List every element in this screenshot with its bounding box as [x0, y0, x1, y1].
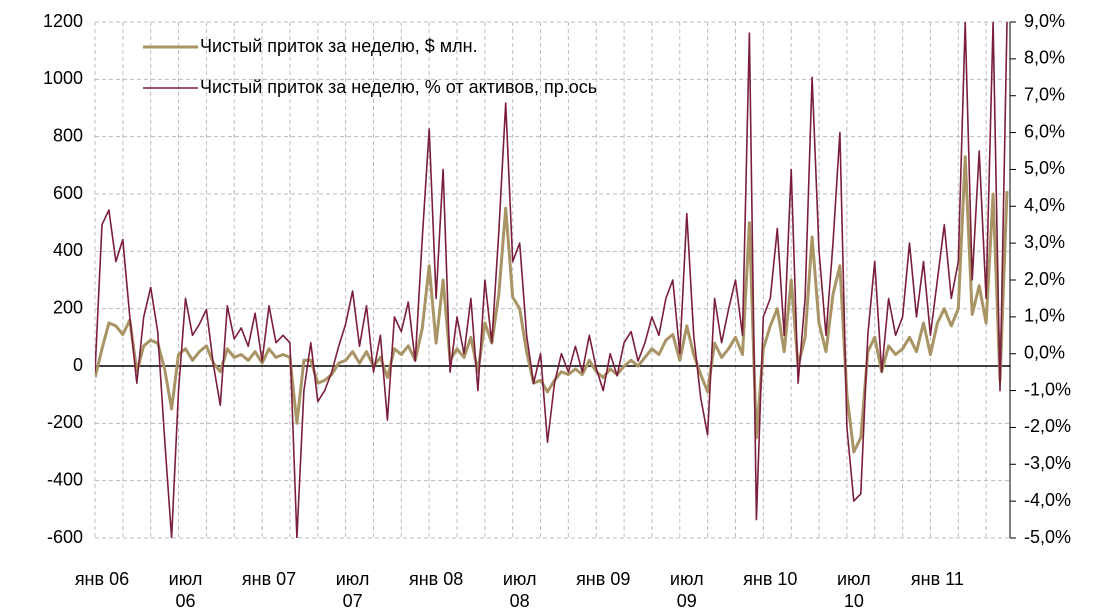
y2-tick-label: 3,0%	[1024, 232, 1065, 252]
x-tick-label: янв 10	[743, 569, 798, 589]
y-tick-label: 600	[53, 183, 83, 203]
y2-tick-label: -3,0%	[1024, 453, 1071, 473]
y2-tick-label: 5,0%	[1024, 158, 1065, 178]
y-tick-label: 1000	[43, 68, 83, 88]
x-tick-label: июл 08	[502, 569, 537, 611]
x-tick-label: июл 07	[335, 569, 370, 611]
y2-tick-label: 0,0%	[1024, 342, 1065, 362]
legend-label: Чистый приток за неделю, % от активов, п…	[200, 77, 597, 97]
x-tick-label: июл 06	[168, 569, 203, 611]
y2-tick-label: -1,0%	[1024, 379, 1071, 399]
y-tick-label: -400	[47, 469, 83, 489]
y2-tick-label: -4,0%	[1024, 490, 1071, 510]
y-tick-label: 200	[53, 297, 83, 317]
x-tick-label: июл 10	[836, 569, 871, 611]
x-tick-label: янв 08	[408, 569, 464, 589]
y-tick-label: 0	[73, 355, 83, 375]
y-tick-label: 400	[53, 240, 83, 260]
x-tick-label: июл 09	[669, 569, 704, 611]
legend-label: Чистый приток за неделю, $ млн.	[200, 36, 478, 56]
x-tick-label: янв 07	[241, 569, 297, 589]
series-line	[95, 155, 1009, 454]
y2-tick-label: 6,0%	[1024, 121, 1065, 141]
y-tick-label: 800	[53, 125, 83, 145]
series-line	[95, 22, 1008, 538]
y2-tick-label: 2,0%	[1024, 269, 1065, 289]
x-tick-label: янв 11	[910, 569, 964, 589]
y2-tick-label: 4,0%	[1024, 195, 1065, 215]
y2-tick-label: -2,0%	[1024, 416, 1071, 436]
x-tick-label: янв 06	[74, 569, 130, 589]
y2-tick-label: 9,0%	[1024, 11, 1065, 31]
y2-tick-label: 1,0%	[1024, 306, 1065, 326]
x-tick-label: янв 09	[576, 569, 631, 589]
y-tick-label: -600	[47, 527, 83, 547]
y2-tick-label: 8,0%	[1024, 48, 1065, 68]
y2-tick-label: 7,0%	[1024, 84, 1065, 104]
y2-tick-label: -5,0%	[1024, 527, 1071, 547]
plot-area	[95, 22, 1009, 538]
y-tick-label: 1200	[43, 11, 83, 31]
y-tick-label: -200	[47, 412, 83, 432]
